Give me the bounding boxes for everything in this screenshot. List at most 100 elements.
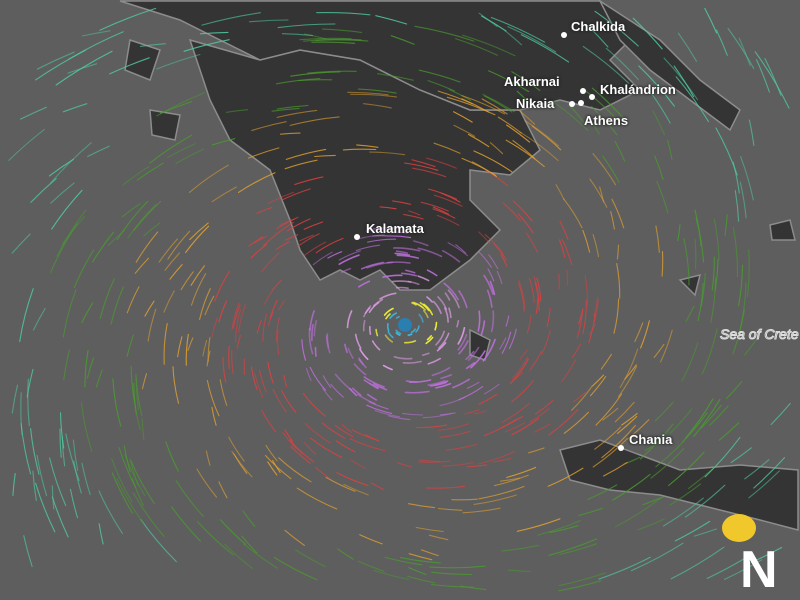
wind-streak <box>384 556 423 566</box>
city-dot <box>561 32 567 38</box>
wind-streak <box>351 429 378 441</box>
wind-streak <box>483 418 517 437</box>
wind-streak <box>605 47 639 81</box>
wind-streak <box>592 153 617 186</box>
wind-streak <box>506 466 537 478</box>
wind-streak <box>8 128 45 161</box>
wind-streak <box>504 30 523 46</box>
wind-streak <box>461 98 490 113</box>
wind-streak <box>350 459 367 469</box>
wind-streak <box>655 225 660 253</box>
wind-streak <box>196 468 218 498</box>
wind-streak <box>652 110 665 136</box>
wind-streak <box>486 289 493 308</box>
wind-streak <box>389 312 397 319</box>
wind-streak <box>573 391 587 403</box>
wind-streak <box>347 91 389 96</box>
wind-streak <box>432 206 450 215</box>
city-label-chania[interactable]: Chania <box>629 432 673 447</box>
city-label-akharnai[interactable]: Akharnai <box>504 74 560 89</box>
wind-streak <box>135 376 140 411</box>
wind-streak <box>385 313 391 320</box>
wind-streak <box>251 121 287 132</box>
wind-streak <box>278 300 286 311</box>
wind-streak <box>98 523 104 545</box>
wind-streak <box>26 368 34 398</box>
wind-streak <box>433 142 461 154</box>
wind-streak <box>352 387 362 396</box>
wind-streak <box>685 305 695 322</box>
wind-streak <box>561 238 573 266</box>
wind-streak <box>489 142 504 155</box>
wind-streak <box>438 332 450 349</box>
wind-streak <box>452 378 470 389</box>
wind-streak <box>531 125 562 151</box>
wind-streak <box>504 422 526 433</box>
wind-streak <box>164 252 181 271</box>
wind-streak <box>397 462 413 468</box>
wind-streak <box>442 250 461 263</box>
euboea <box>598 0 741 132</box>
wind-streak <box>442 462 474 467</box>
wind-streak <box>294 176 324 186</box>
wind-streak <box>448 307 452 319</box>
wind-streak <box>427 80 455 92</box>
wind-streak <box>363 376 385 388</box>
wind-streak <box>501 402 531 423</box>
city-label-athens[interactable]: Athens <box>584 113 629 128</box>
city-label-nikaia[interactable]: Nikaia <box>516 96 555 111</box>
wind-streak <box>218 300 228 323</box>
wind-streak <box>201 12 261 26</box>
wind-streak <box>547 467 584 487</box>
wind-streak <box>518 282 525 313</box>
wind-streak <box>478 231 491 245</box>
wind-streak <box>141 373 148 390</box>
wind-streak <box>294 549 326 568</box>
wind-streak <box>660 329 673 363</box>
wind-streak <box>616 415 638 434</box>
wind-streak <box>123 445 131 473</box>
wind-streak <box>379 292 397 300</box>
wind-streak <box>656 181 669 214</box>
wind-streak <box>354 333 362 349</box>
wind-streak <box>232 304 241 329</box>
wind-streak <box>493 474 529 487</box>
wind-streak <box>548 538 598 556</box>
city-label-khalandrion[interactable]: Khalándrion <box>600 82 676 97</box>
wind-streak <box>228 436 245 462</box>
wind-streak <box>369 382 379 390</box>
wind-streak <box>748 470 780 499</box>
wind-streak <box>130 460 155 504</box>
wind-streak <box>302 38 362 42</box>
wind-streak <box>84 350 89 388</box>
wind-streak <box>163 322 168 365</box>
wind-streak <box>534 281 540 312</box>
wind-streak <box>617 365 638 398</box>
city-label-kalamata[interactable]: Kalamata <box>366 221 424 236</box>
wind-streak <box>405 269 416 274</box>
wind-streak <box>156 53 201 70</box>
wind-streak <box>211 186 237 203</box>
wind-streak <box>639 423 674 460</box>
wind-streak <box>290 445 311 464</box>
wind-streak <box>437 296 448 311</box>
wind-streak <box>619 348 639 388</box>
wind-streak <box>309 366 327 391</box>
wind-streak <box>507 569 531 573</box>
wind-streak <box>301 339 307 361</box>
city-label-chalkida[interactable]: Chalkida <box>571 19 626 34</box>
wind-streak <box>63 349 71 381</box>
wind-streak <box>344 343 348 354</box>
wind-streak <box>694 209 702 247</box>
wind-streak <box>124 453 146 497</box>
wind-streak <box>455 38 498 56</box>
wind-streak <box>602 155 620 183</box>
wind-streak <box>529 408 550 423</box>
wind-streak <box>439 430 471 438</box>
wind-streak <box>349 387 358 397</box>
wind-streak <box>36 51 75 70</box>
wind-streak <box>433 194 463 207</box>
wind-streak <box>701 404 722 429</box>
wind-streak <box>738 37 751 67</box>
